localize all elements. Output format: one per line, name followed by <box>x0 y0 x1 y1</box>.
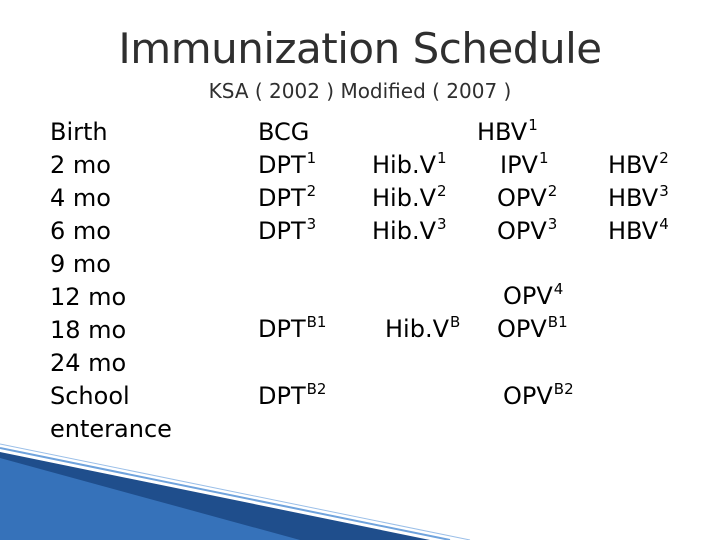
page-subtitle: KSA ( 2002 ) Modified ( 2007 ) <box>208 79 512 103</box>
dose-number: 2 <box>659 149 669 167</box>
dose-number: 2 <box>306 182 317 200</box>
vaccine-opv-b1: OPVB1 <box>497 313 568 344</box>
age-label: School <box>50 382 130 410</box>
vaccine-dpt-1: DPT1 <box>258 149 317 180</box>
age-label: 24 mo <box>50 349 127 377</box>
age-label: 6 mo <box>50 217 111 245</box>
vaccine-bcg: BCG <box>258 118 310 146</box>
age-column: Birth 2 mo 4 mo 6 mo 9 mo 12 mo 18 mo 24… <box>50 116 172 446</box>
vaccine-opv-3: OPV3 <box>497 215 558 246</box>
dose-number: 1 <box>437 149 447 167</box>
age-label: Birth <box>50 118 108 146</box>
vaccine-hbv-1: HBV1 <box>477 116 538 147</box>
vaccine-dpt-3: DPT3 <box>258 215 317 246</box>
vaccine-hib-2: Hib.V2 <box>372 182 447 213</box>
page-title: Immunization Schedule <box>118 24 602 73</box>
dose-number: 3 <box>306 215 317 233</box>
vaccine-dpt-b1: DPTB1 <box>258 313 327 344</box>
wedge-highlight <box>0 458 300 540</box>
dose-number: 2 <box>547 182 558 200</box>
dose-number: 1 <box>538 149 549 167</box>
dose-number: 3 <box>547 215 558 233</box>
dose-number: 4 <box>553 280 564 298</box>
dose-number: B <box>450 313 461 331</box>
age-label: enterance <box>50 415 172 443</box>
vaccine-ipv-1: IPV1 <box>500 149 549 180</box>
dose-number: 3 <box>437 215 447 233</box>
vaccine-dpt-b2: DPTB2 <box>258 380 327 411</box>
dose-number: 1 <box>528 116 538 134</box>
vaccine-opv-4: OPV4 <box>503 280 564 311</box>
dose-number: B2 <box>553 380 574 398</box>
dose-number: B2 <box>306 380 327 398</box>
vaccine-hbv-3: HBV3 <box>608 182 669 213</box>
vaccine-hib-3: Hib.V3 <box>372 215 447 246</box>
age-label: 9 mo <box>50 250 111 278</box>
age-label: 4 mo <box>50 184 111 212</box>
vaccine-dpt-2: DPT2 <box>258 182 317 213</box>
vaccine-opv-b2: OPVB2 <box>503 380 574 411</box>
age-label: 18 mo <box>50 316 127 344</box>
dose-number: 4 <box>659 215 669 233</box>
vaccine-opv-2: OPV2 <box>497 182 558 213</box>
wedge-line <box>0 447 451 540</box>
wedge-line <box>0 443 471 540</box>
vaccine-hbv-4: HBV4 <box>608 215 669 246</box>
age-label: 2 mo <box>50 151 111 179</box>
dose-number: 1 <box>306 149 317 167</box>
dose-number: B1 <box>306 313 327 331</box>
dose-number: B1 <box>547 313 568 331</box>
age-label: 12 mo <box>50 283 127 311</box>
vaccine-hib-1: Hib.V1 <box>372 149 447 180</box>
vaccine-hbv-2: HBV2 <box>608 149 669 180</box>
vaccine-hib-b: Hib.VB <box>385 313 461 344</box>
dose-number: 3 <box>659 182 669 200</box>
dose-number: 2 <box>437 182 447 200</box>
